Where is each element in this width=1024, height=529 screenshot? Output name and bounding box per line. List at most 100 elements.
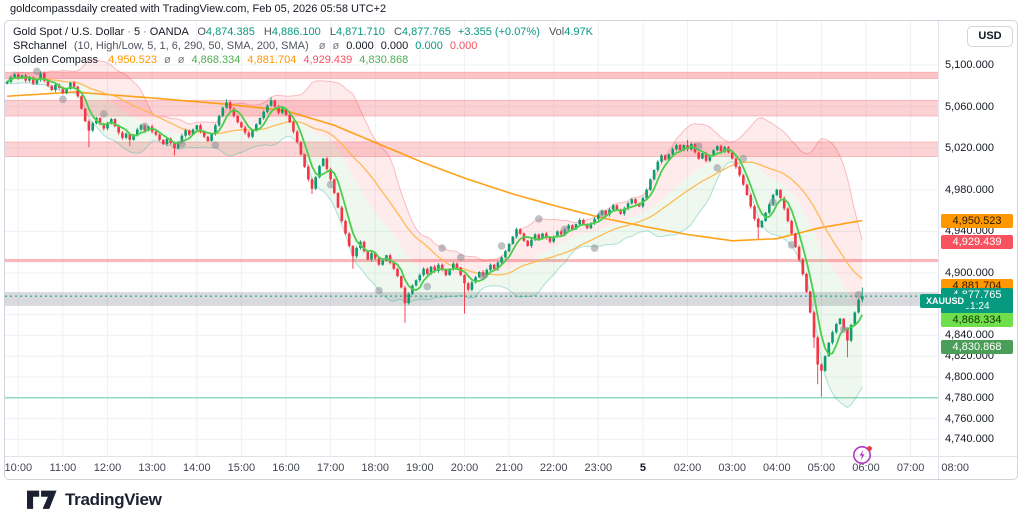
pivot-dot xyxy=(326,180,335,189)
srchannel-value: ø xyxy=(318,40,326,52)
pivot-dot xyxy=(598,209,606,218)
ohlc-open-key: O xyxy=(197,26,206,38)
time-axis[interactable]: 10:00 11:00 12:00 13:00 14:00 15:00 16:00 17:00… xyxy=(5,457,1017,479)
compass-value: 4,929.439 xyxy=(303,54,353,66)
price-tick-label: 5,020.000 xyxy=(945,142,994,155)
price-tick-label: 4,900.000 xyxy=(945,267,994,279)
legend-srchannel-row[interactable]: SRchannel (10, High/Low, 5, 1, 6, 290, 5… xyxy=(13,40,593,53)
compass-value: 4,868.334 xyxy=(191,54,241,66)
time-tick-label: 15:00 xyxy=(227,462,256,474)
resistance-line-zone xyxy=(5,258,938,263)
price-axis[interactable]: 5,100.000 5,060.000 5,020.000 4,980.000 4,94… xyxy=(939,21,1017,456)
pivot-dot xyxy=(535,215,543,223)
ohlc-close-value: 4,877.765 xyxy=(401,26,451,38)
time-tick-label: 12:00 xyxy=(93,462,122,474)
time-tick-label: 17:00 xyxy=(316,462,345,474)
pivot-dot xyxy=(211,141,220,149)
gray-zone-zone xyxy=(5,292,938,306)
ohlc-close-key: C xyxy=(393,26,402,38)
srchannel-values: ø ø 0.000 0.000 0.000 0.000 xyxy=(312,40,478,52)
time-tick-label: 20:00 xyxy=(450,462,479,474)
tradingview-logo-text: TradingView xyxy=(65,490,162,509)
time-tick-label: 19:00 xyxy=(406,462,434,474)
price-change: +3.355 (+0.07%) xyxy=(457,26,540,38)
lightning-icon xyxy=(853,446,872,464)
time-tick-label: 05:00 xyxy=(807,462,836,474)
time-tick-label: 21:00 xyxy=(495,462,523,474)
price-chart-canvas[interactable] xyxy=(5,21,938,456)
pivot-dot xyxy=(375,286,383,295)
symbol-interval[interactable]: 5 xyxy=(133,26,141,38)
srchannel-name[interactable]: SRchannel xyxy=(13,40,67,52)
price-tick-label: 4,760.000 xyxy=(945,412,994,425)
pivot-dot xyxy=(739,154,748,163)
srchannel-value: 0.000 xyxy=(380,40,409,52)
volume-key: Vol xyxy=(548,26,565,38)
symbol-exchange: OANDA xyxy=(149,26,189,38)
compass-value: 4,881.704 xyxy=(247,54,297,66)
pivot-dot xyxy=(100,110,108,118)
price-tick-label: 4,940.000 xyxy=(945,225,994,238)
sma-200-line xyxy=(7,91,863,242)
ohlc-low-key: L xyxy=(329,26,336,38)
tradingview-logo-icon xyxy=(27,490,57,509)
pivot-dot xyxy=(456,253,465,262)
compass-value: 4,950.523 xyxy=(108,54,157,66)
events-lightning-button[interactable] xyxy=(852,444,874,466)
time-tick-label: 02:00 xyxy=(673,462,702,474)
watermark-note: goldcompassdaily created with TradingVie… xyxy=(10,3,387,15)
currency-button[interactable]: USD xyxy=(967,26,1013,47)
band-upper-line xyxy=(6,58,863,262)
time-tick-label: 11:00 xyxy=(49,462,77,474)
srchannel-value: 0.000 xyxy=(449,40,478,52)
price-tick-label: 4,800.000 xyxy=(945,371,994,383)
pivot-dot xyxy=(33,67,41,76)
time-tick-label: 10:00 xyxy=(4,462,33,474)
day-change-label: 5 xyxy=(639,462,646,474)
pivot-dot xyxy=(713,164,722,172)
compass-value: 4,830.868 xyxy=(359,54,409,66)
band-fill-lower xyxy=(7,77,863,408)
pivot-dot xyxy=(140,122,149,131)
chart-frame: Gold Spot / U.S. Dollar · 5 · OANDA O4,874.3… xyxy=(4,20,1018,480)
time-tick-label: 14:00 xyxy=(183,462,211,474)
time-tick-label: 06:00 xyxy=(852,462,880,474)
band-lower-line xyxy=(6,81,863,408)
compass-name[interactable]: Golden Compass xyxy=(13,54,98,66)
symbol-title[interactable]: Gold Spot / U.S. Dollar xyxy=(13,26,125,38)
green-ma-line xyxy=(6,76,864,356)
sma-50-line xyxy=(6,76,863,280)
pivot-dot xyxy=(561,225,569,234)
time-tick-label: 04:00 xyxy=(763,462,791,474)
price-tick-label: 4,980.000 xyxy=(945,183,994,196)
legend-separator: · xyxy=(143,26,147,38)
srchannel-value: ø xyxy=(332,40,340,52)
pivot-dot xyxy=(178,140,186,148)
time-tick-label: 13:00 xyxy=(138,462,166,474)
time-tick-label: 23:00 xyxy=(584,462,613,474)
pivot-dot xyxy=(497,242,506,250)
volume-value: 4.97K xyxy=(564,26,593,38)
pivot-dot xyxy=(59,95,67,104)
srchannel-params: (10, High/Low, 5, 1, 6, 290, 50, SMA, 20… xyxy=(73,40,309,52)
price-tick-label: 4,740.000 xyxy=(945,433,994,446)
symbol-price-tag: XAUUSD xyxy=(920,294,970,309)
legend-compass-row[interactable]: Golden Compass 4,950.523 ø ø 4,868.334 4,881… xyxy=(13,54,593,67)
level-price-chip: 4,950.523 xyxy=(941,213,1013,228)
pivot-dot xyxy=(479,272,487,280)
legend-symbol-row[interactable]: Gold Spot / U.S. Dollar · 5 · OANDA O4,874.3… xyxy=(13,26,593,39)
price-tick-label: 4,780.000 xyxy=(945,391,994,404)
level-price-chip: 4,929.439 xyxy=(941,235,1013,250)
time-tick-label: 07:00 xyxy=(896,462,925,474)
compass-value: ø xyxy=(177,54,185,66)
time-tick-label: 03:00 xyxy=(718,462,746,474)
pivot-dot xyxy=(787,241,796,249)
pivot-dot xyxy=(438,244,446,252)
bar-countdown: 01:24 xyxy=(964,301,990,313)
tradingview-branding[interactable]: TradingView xyxy=(27,490,162,510)
legend-separator: · xyxy=(127,26,131,38)
time-tick-label: 16:00 xyxy=(272,462,300,474)
pivot-dot xyxy=(854,291,863,299)
time-tick-label: 18:00 xyxy=(361,462,389,474)
